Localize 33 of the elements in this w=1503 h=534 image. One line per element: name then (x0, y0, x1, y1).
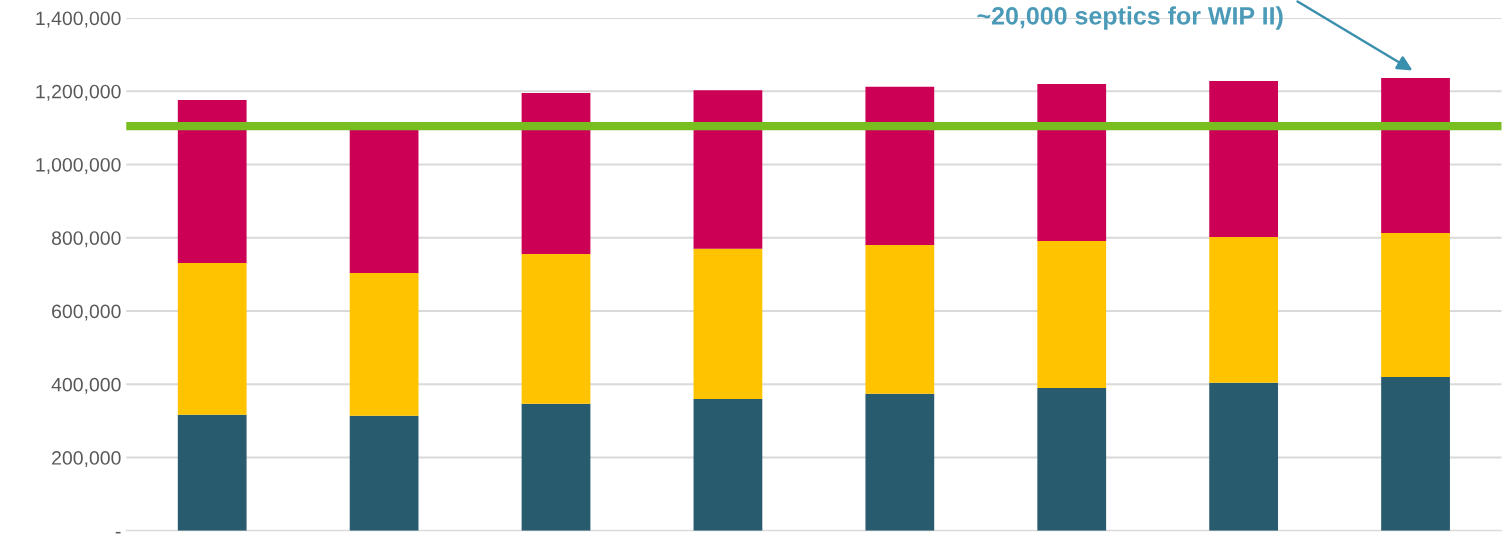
bar (349, 272, 419, 416)
bar (865, 393, 935, 531)
bar (1209, 81, 1279, 238)
y-tick-label: 200,000 (52, 451, 121, 468)
bar (177, 263, 247, 415)
y-tick-label: 800,000 (51, 231, 121, 248)
bar (1037, 83, 1107, 242)
y-tick-label: 1,000,000 (36, 157, 121, 175)
bar (1037, 241, 1107, 388)
bar (521, 93, 591, 254)
bar (693, 248, 763, 399)
bar (865, 245, 935, 394)
bar (349, 415, 419, 531)
y-tick-label: 1,200,000 (36, 84, 121, 101)
bar (865, 86, 935, 246)
bar (693, 90, 763, 249)
y-tick-label: 600,000 (52, 304, 121, 321)
bar (693, 398, 763, 531)
bar (521, 403, 591, 531)
bar (521, 253, 591, 404)
bar (1381, 376, 1450, 531)
annotation: ~20,000 septics for WIP II) (977, 6, 1283, 30)
bar (349, 127, 419, 273)
bar (1209, 237, 1279, 383)
bar (1037, 387, 1107, 531)
bar (177, 414, 247, 531)
y-tick-label: 400,000 (51, 377, 121, 394)
bar (177, 100, 247, 264)
bar (1381, 78, 1450, 234)
bar (1209, 382, 1279, 531)
y-tick-label: 1,400,000 (36, 11, 121, 28)
bar (1381, 233, 1450, 377)
y-tick-label: - (115, 531, 121, 534)
